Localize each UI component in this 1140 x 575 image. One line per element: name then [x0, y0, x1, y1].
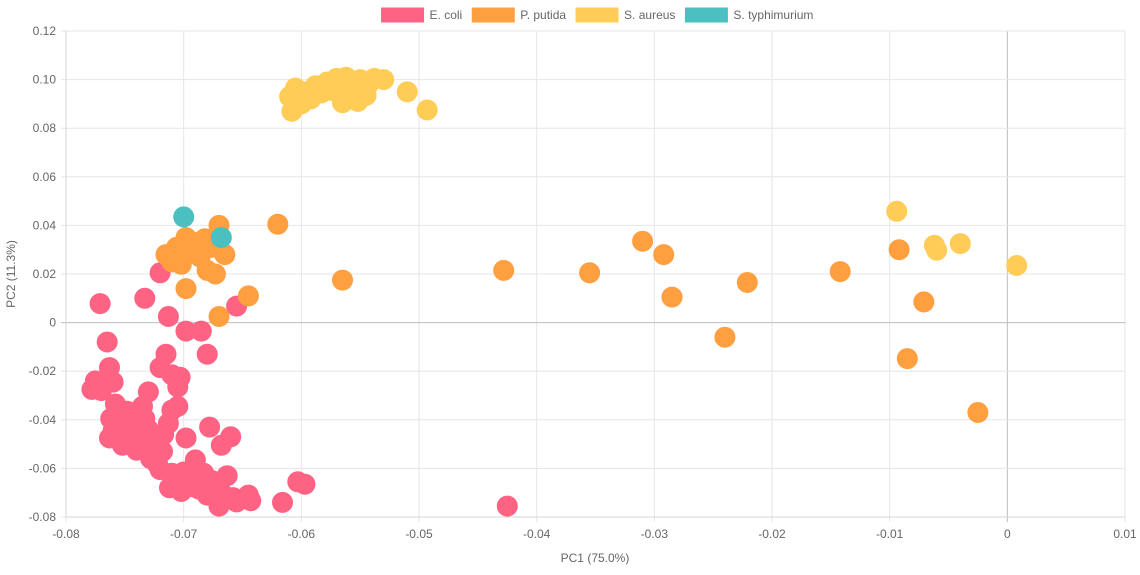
y-tick-label: -0.08 — [29, 510, 57, 524]
x-tick-label: -0.01 — [876, 527, 904, 541]
point-p-putida[interactable] — [237, 285, 259, 307]
point-e-coli[interactable] — [272, 491, 293, 513]
y-tick-label: 0 — [49, 316, 56, 330]
point-e-coli[interactable] — [132, 423, 153, 445]
point-e-coli[interactable] — [134, 287, 156, 309]
point-e-coli[interactable] — [137, 381, 159, 403]
point-e-coli[interactable] — [96, 331, 118, 353]
point-e-coli[interactable] — [196, 343, 218, 365]
legend-item-s-aureus[interactable]: S. aureus — [575, 7, 675, 23]
point-e-coli[interactable] — [216, 465, 238, 487]
point-p-putida[interactable] — [493, 259, 515, 281]
point-p-putida[interactable] — [175, 278, 197, 300]
y-tick-label: -0.02 — [29, 364, 57, 378]
y-tick-label: 0.02 — [33, 267, 57, 281]
point-e-coli[interactable] — [175, 427, 197, 449]
point-e-coli[interactable] — [220, 426, 242, 448]
point-p-putida[interactable] — [913, 291, 935, 313]
y-tick-label: 0.06 — [33, 170, 57, 184]
y-tick-label: -0.06 — [29, 461, 57, 475]
point-e-coli[interactable] — [90, 380, 112, 402]
legend-item-s-typhimurium[interactable]: S. typhimurium — [684, 7, 813, 23]
point-s-typhimurium[interactable] — [210, 227, 232, 249]
point-p-putida[interactable] — [714, 326, 736, 348]
point-e-coli[interactable] — [294, 473, 316, 495]
point-p-putida[interactable] — [579, 262, 601, 284]
legend[interactable]: E. coli P. putida S. aureus S. typhimurium — [381, 7, 814, 23]
legend-swatch — [575, 7, 619, 23]
point-p-putida[interactable] — [332, 269, 353, 291]
y-tick-label: -0.04 — [29, 413, 57, 427]
point-e-coli[interactable] — [161, 399, 183, 421]
point-p-putida[interactable] — [267, 213, 289, 235]
point-p-putida[interactable] — [653, 244, 675, 266]
point-p-putida[interactable] — [896, 348, 918, 370]
y-tick-label: 0.10 — [33, 73, 57, 87]
point-e-coli[interactable] — [190, 320, 212, 342]
point-s-typhimurium[interactable] — [173, 206, 195, 228]
point-p-putida[interactable] — [888, 239, 910, 261]
point-e-coli[interactable] — [240, 490, 262, 512]
x-tick-label: -0.07 — [170, 527, 198, 541]
y-axis-title: PC2 (11.3%) — [4, 240, 18, 308]
legend-label: E. coli — [430, 8, 463, 22]
x-tick-label: -0.05 — [405, 527, 433, 541]
x-tick-label: -0.02 — [758, 527, 786, 541]
x-tick-label: -0.06 — [288, 527, 316, 541]
data-points — [81, 66, 1028, 517]
point-e-coli[interactable] — [169, 366, 191, 388]
point-e-coli[interactable] — [496, 495, 518, 517]
point-e-coli[interactable] — [89, 293, 111, 315]
legend-swatch — [471, 7, 515, 23]
legend-swatch — [381, 7, 425, 23]
point-e-coli[interactable] — [155, 343, 177, 365]
y-tick-label: 0.04 — [33, 218, 57, 232]
point-p-putida[interactable] — [632, 230, 654, 252]
point-e-coli[interactable] — [181, 476, 203, 498]
legend-item-e-coli[interactable]: E. coli — [381, 7, 463, 23]
point-s-aureus[interactable] — [373, 69, 395, 91]
point-s-aureus[interactable] — [281, 100, 303, 122]
point-s-aureus[interactable] — [416, 99, 438, 121]
grid-lines — [61, 30, 1126, 522]
point-s-aureus[interactable] — [949, 233, 971, 255]
point-s-aureus[interactable] — [396, 81, 418, 103]
point-e-coli[interactable] — [206, 479, 228, 501]
legend-label: P. putida — [520, 8, 566, 22]
x-tick-label: 0.01 — [1113, 527, 1137, 541]
x-axis-title: PC1 (75.0%) — [561, 551, 630, 565]
point-p-putida[interactable] — [204, 263, 226, 285]
point-p-putida[interactable] — [208, 306, 230, 327]
point-e-coli[interactable] — [157, 306, 179, 327]
legend-label: S. typhimurium — [733, 8, 813, 22]
point-s-aureus[interactable] — [886, 200, 908, 222]
x-tick-label: -0.03 — [641, 527, 669, 541]
point-p-putida[interactable] — [661, 286, 683, 308]
x-tick-label: 0 — [1004, 527, 1011, 541]
legend-label: S. aureus — [624, 8, 675, 22]
point-p-putida[interactable] — [736, 272, 758, 293]
legend-item-p-putida[interactable]: P. putida — [471, 7, 566, 23]
x-tick-label: -0.04 — [523, 527, 551, 541]
point-p-putida[interactable] — [829, 261, 851, 283]
point-s-aureus[interactable] — [926, 239, 948, 261]
point-e-coli[interactable] — [126, 404, 148, 426]
point-e-coli[interactable] — [152, 440, 173, 462]
point-s-aureus[interactable] — [1006, 255, 1028, 276]
y-tick-label: 0.12 — [33, 24, 57, 38]
legend-swatch — [684, 7, 728, 23]
point-p-putida[interactable] — [967, 402, 989, 423]
point-s-aureus[interactable] — [355, 84, 377, 106]
axes: -0.08 -0.07 -0.06 -0.05 -0.04 -0.03 -0.02 -0.01… — [29, 24, 1137, 541]
x-tick-label: -0.08 — [52, 527, 80, 541]
y-tick-label: 0.08 — [33, 121, 57, 135]
point-e-coli[interactable] — [199, 416, 221, 438]
point-p-putida[interactable] — [214, 244, 236, 266]
